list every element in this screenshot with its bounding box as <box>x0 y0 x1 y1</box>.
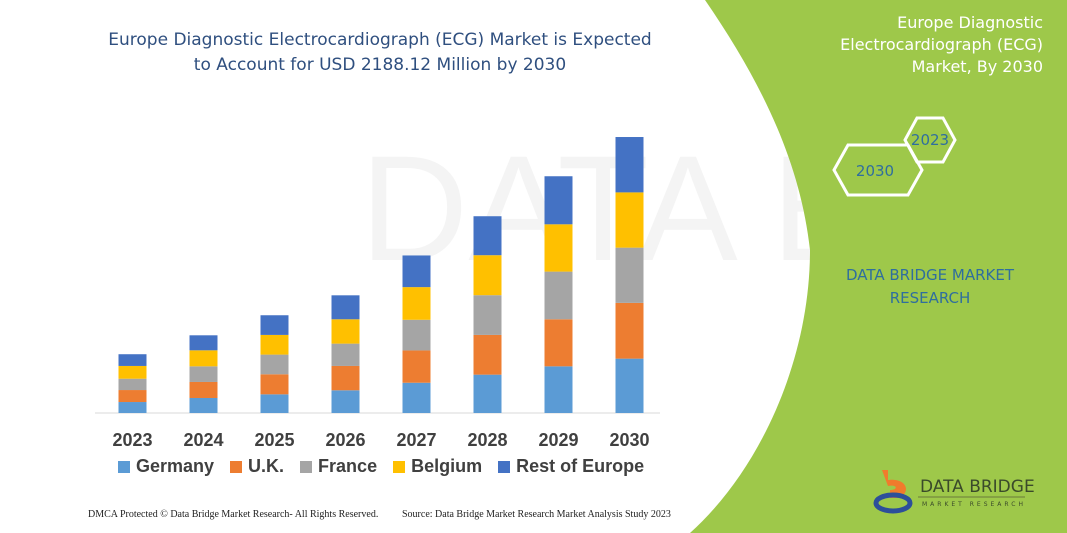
x-tick-label-2023: 2023 <box>112 430 153 450</box>
brand-text: DATA BRIDGE MARKET RESEARCH <box>845 266 1015 307</box>
bar-segment-belgium-2024 <box>189 350 218 367</box>
bar-segment-rest-of-europe-2030 <box>615 137 644 193</box>
legend-swatch <box>118 460 130 473</box>
bar-segment-belgium-2027 <box>402 287 431 320</box>
bar-segment-rest-of-europe-2027 <box>402 255 431 288</box>
x-tick-label-2030: 2030 <box>609 430 650 450</box>
bar-segment-france-2025 <box>260 354 289 375</box>
legend-label: France <box>318 456 378 476</box>
bar-segment-belgium-2028 <box>473 255 502 296</box>
bar-segment-germany-2028 <box>473 374 502 413</box>
hex-label-2023: 2023 <box>911 131 949 149</box>
bar-segment-belgium-2029 <box>544 224 573 272</box>
legend-label: Germany <box>136 456 215 476</box>
bar-segment-france-2024 <box>189 366 218 382</box>
legend-swatch <box>498 460 511 473</box>
legend-swatch <box>300 460 313 473</box>
x-tick-label-2027: 2027 <box>396 430 437 450</box>
bar-segment-rest-of-europe-2024 <box>189 335 218 351</box>
bar-segment-rest-of-europe-2023 <box>118 354 147 366</box>
bar-segment-belgium-2023 <box>118 365 147 379</box>
bar-segment-france-2026 <box>331 343 360 366</box>
bar-segment-germany-2027 <box>402 382 431 413</box>
legend-item: Rest of Europe <box>498 456 644 477</box>
x-tick-label-2029: 2029 <box>538 430 579 450</box>
bar-segment-germany-2030 <box>615 358 644 413</box>
bar-segment-france-2028 <box>473 295 502 335</box>
bar-segment-rest-of-europe-2029 <box>544 176 573 225</box>
legend: Germany U.K. France Belgium Rest of Europe <box>118 456 644 477</box>
legend-item: France <box>300 456 377 477</box>
x-tick-label-2025: 2025 <box>254 430 295 450</box>
bar-segment-germany-2023 <box>118 402 147 413</box>
logo-mark <box>873 470 913 514</box>
logo-tagline: MARKET RESEARCH <box>922 501 1026 508</box>
footer-copyright: DMCA Protected © Data Bridge Market Rese… <box>88 509 379 520</box>
logo-name: DATA BRIDGE <box>920 477 1035 497</box>
bar-segment-germany-2026 <box>331 390 360 413</box>
bar-segment-belgium-2030 <box>615 192 644 248</box>
bar-segment-u-k--2023 <box>118 390 147 403</box>
x-tick-label-2026: 2026 <box>325 430 366 450</box>
bar-segment-rest-of-europe-2026 <box>331 295 360 320</box>
legend-swatch <box>393 460 406 473</box>
legend-swatch <box>230 460 243 473</box>
bar-segment-germany-2025 <box>260 394 289 413</box>
legend-item: U.K. <box>230 456 284 477</box>
bar-segment-u-k--2030 <box>615 302 644 359</box>
legend-label: Belgium <box>411 456 483 476</box>
bar-segment-belgium-2026 <box>331 319 360 344</box>
bar-segment-rest-of-europe-2028 <box>473 216 502 256</box>
x-tick-label-2024: 2024 <box>183 430 224 450</box>
bar-segment-u-k--2029 <box>544 319 573 367</box>
hexagon-2030 <box>832 143 924 197</box>
bar-segment-u-k--2025 <box>260 374 289 395</box>
green-panel <box>690 0 1067 533</box>
legend-item: Belgium <box>393 456 482 477</box>
legend-item: Germany <box>118 456 214 477</box>
legend-label: U.K. <box>248 456 285 476</box>
chart-title: Europe Diagnostic Electrocardiograph (EC… <box>108 30 652 75</box>
bar-segment-france-2030 <box>615 247 644 303</box>
x-tick-label-2028: 2028 <box>467 430 508 450</box>
bar-segment-u-k--2024 <box>189 381 218 398</box>
bar-segment-u-k--2026 <box>331 365 360 391</box>
bars <box>118 137 644 413</box>
bar-segment-france-2029 <box>544 271 573 320</box>
bar-segment-germany-2029 <box>544 366 573 413</box>
legend-label: Rest of Europe <box>516 456 645 476</box>
bar-segment-france-2023 <box>118 378 147 391</box>
bar-segment-france-2027 <box>402 319 431 351</box>
panel-title: Europe Diagnostic Electrocardiograph (EC… <box>840 13 1043 76</box>
bar-segment-germany-2024 <box>189 397 218 413</box>
hex-label-2030: 2030 <box>856 162 894 180</box>
bar-segment-u-k--2027 <box>402 350 431 383</box>
bar-segment-rest-of-europe-2025 <box>260 315 289 335</box>
footer-source: Source: Data Bridge Market Research Mark… <box>402 509 671 520</box>
bar-segment-belgium-2025 <box>260 334 289 355</box>
bar-segment-u-k--2028 <box>473 334 502 375</box>
